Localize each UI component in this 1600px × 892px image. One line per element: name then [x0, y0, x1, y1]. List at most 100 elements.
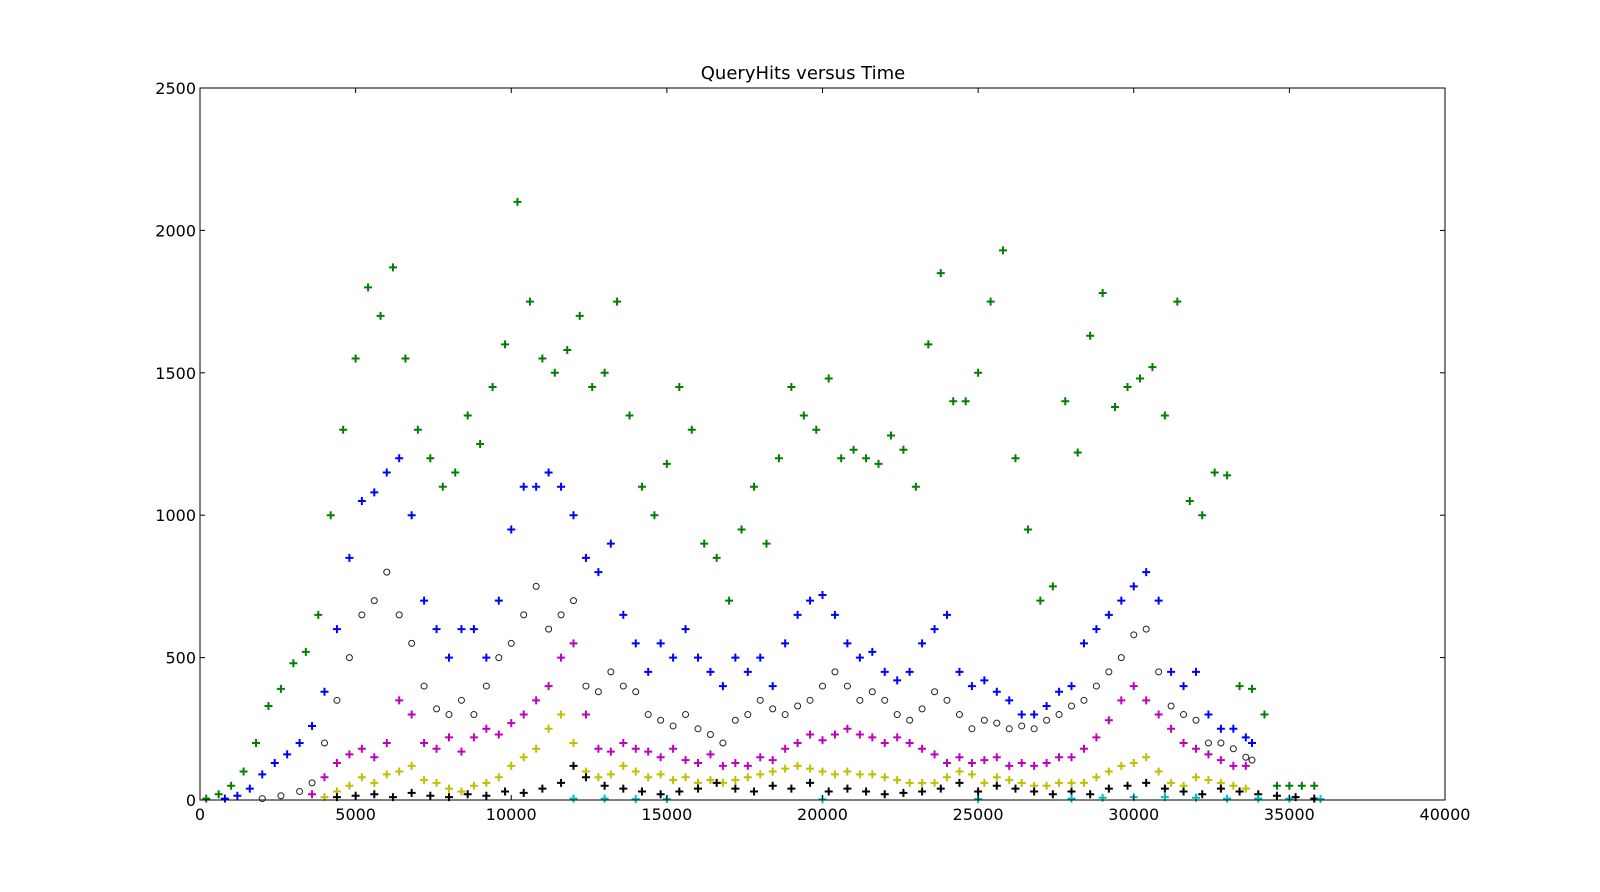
data-point [1104, 784, 1113, 793]
data-point [619, 682, 627, 690]
data-point [563, 346, 572, 355]
data-point [768, 756, 777, 765]
data-point [1179, 739, 1188, 748]
data-point [457, 696, 465, 704]
data-point [837, 454, 846, 463]
data-point [855, 653, 864, 662]
data-point [656, 753, 665, 762]
data-point [333, 696, 341, 704]
data-point [1223, 471, 1232, 480]
data-point [669, 653, 678, 662]
data-point [1154, 596, 1163, 605]
data-point [519, 788, 528, 797]
data-point [794, 702, 802, 710]
data-point [669, 776, 678, 785]
data-point [899, 788, 908, 797]
data-point [525, 297, 534, 306]
data-point [1005, 696, 1014, 705]
data-point [637, 482, 646, 491]
data-point [326, 511, 335, 520]
data-point [557, 611, 565, 619]
data-point [1030, 787, 1039, 796]
data-point [1086, 790, 1095, 799]
data-point [308, 779, 316, 787]
data-point [1129, 682, 1138, 691]
data-point [569, 511, 578, 520]
x-tick-label: 5000 [335, 805, 376, 824]
data-point [632, 688, 640, 696]
data-point [357, 744, 366, 753]
data-point [1167, 667, 1176, 676]
data-point [1192, 716, 1200, 724]
data-point [581, 553, 590, 562]
data-point [457, 787, 466, 796]
data-point [1229, 781, 1238, 790]
x-tick-label: 25000 [953, 805, 1004, 824]
data-point [1142, 778, 1151, 787]
data-point [1079, 778, 1088, 787]
data-point [607, 668, 615, 676]
data-point [370, 597, 378, 605]
data-point [345, 750, 354, 759]
data-point [1204, 739, 1212, 747]
data-point [856, 696, 864, 704]
data-point [413, 425, 422, 434]
data-point [445, 733, 453, 742]
data-point [706, 667, 715, 676]
data-point [731, 784, 740, 793]
data-point [905, 778, 914, 787]
data-point [1180, 711, 1188, 719]
data-point [594, 688, 602, 696]
data-point [849, 445, 858, 454]
data-point [1017, 710, 1026, 719]
data-point [806, 596, 815, 605]
data-point [619, 784, 628, 793]
data-point [264, 702, 273, 711]
data-point [880, 667, 889, 676]
data-point [718, 682, 727, 691]
data-point [905, 667, 914, 676]
data-point [1098, 793, 1107, 802]
y-tick-label: 0 [186, 791, 196, 810]
data-point [961, 397, 970, 406]
data-point [1005, 776, 1014, 785]
data-point [1167, 702, 1175, 710]
data-point [806, 764, 815, 773]
data-point [781, 744, 790, 753]
data-point [731, 758, 740, 767]
data-point [407, 788, 416, 797]
y-tick-label: 1000 [155, 506, 196, 525]
data-point [532, 582, 540, 590]
series-2 [258, 568, 1256, 803]
data-point [893, 676, 902, 685]
data-point [1217, 739, 1225, 747]
data-point [681, 756, 690, 765]
data-point [1192, 667, 1200, 676]
data-point [1030, 725, 1038, 733]
data-point [669, 744, 678, 753]
data-point [1241, 733, 1250, 742]
data-point [252, 739, 261, 748]
series-0 [202, 197, 1319, 803]
data-point [600, 794, 609, 803]
data-point [570, 597, 577, 605]
data-point [1235, 787, 1244, 796]
data-point [1111, 402, 1120, 411]
series-1 [220, 454, 1257, 803]
data-point [1080, 696, 1088, 704]
series-6 [569, 793, 1325, 804]
data-point [1105, 668, 1113, 676]
data-point [1142, 696, 1151, 705]
data-point [351, 354, 360, 363]
data-point [980, 716, 988, 724]
data-point [750, 482, 759, 491]
data-point [332, 758, 341, 767]
data-point [793, 739, 802, 748]
data-point [1042, 702, 1051, 711]
data-point [731, 716, 739, 724]
data-point [507, 525, 516, 534]
data-point [955, 767, 964, 776]
data-point [1092, 773, 1101, 782]
data-point [457, 625, 466, 634]
data-point [874, 459, 883, 468]
